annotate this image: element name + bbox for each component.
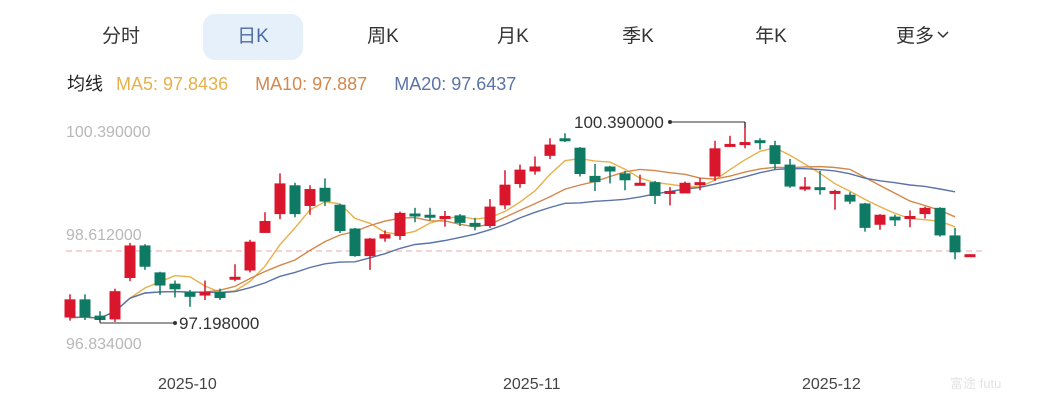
- candle: [814, 170, 826, 195]
- candle: [754, 138, 766, 150]
- candle: [454, 214, 466, 227]
- candle: [169, 280, 181, 298]
- ma5-value: MA5: 97.8436: [116, 74, 229, 94]
- y-tick-max: 100.390000: [66, 124, 151, 141]
- candle: [799, 177, 811, 191]
- candle: [349, 227, 361, 257]
- tab-daily-k[interactable]: 日K: [203, 14, 303, 60]
- candle: [859, 202, 871, 232]
- candle: [709, 140, 721, 181]
- y-tick-min: 96.834000: [66, 336, 142, 353]
- candle: [919, 206, 931, 219]
- tab-quarterly-k[interactable]: 季K: [600, 14, 676, 60]
- tab-label: 月K: [497, 26, 529, 47]
- candle: [424, 207, 436, 221]
- min-price-label: 97.198000: [179, 314, 259, 333]
- candle: [394, 211, 406, 240]
- candle: [604, 165, 616, 184]
- candle: [229, 264, 241, 282]
- tab-label: 周K: [367, 26, 399, 47]
- tab-label: 更多: [895, 26, 934, 47]
- candle: [244, 239, 256, 273]
- candle: [544, 138, 556, 159]
- candle: [259, 212, 271, 233]
- ma-legend: 均线 MA5: 97.8436 MA10: 97.887 MA20: 97.64…: [67, 71, 538, 97]
- candle: [139, 244, 151, 270]
- candle: [874, 214, 886, 230]
- candle: [934, 207, 946, 237]
- candle: [319, 178, 331, 206]
- max-marker: 100.390000: [574, 113, 746, 132]
- candle: [364, 237, 376, 270]
- candle: [499, 170, 511, 210]
- candle: [184, 289, 196, 307]
- watermark: 富途 futu: [950, 376, 1002, 391]
- candle: [574, 147, 586, 177]
- ma10-value: MA10: 97.887: [255, 74, 368, 94]
- candle: [409, 207, 421, 223]
- candle: [829, 189, 841, 210]
- candle: [649, 180, 661, 205]
- candle: [199, 280, 211, 300]
- candle: [844, 192, 856, 205]
- candle: [679, 181, 691, 194]
- tab-more[interactable]: 更多: [872, 14, 972, 60]
- x-tick-dec: 2025-12: [802, 376, 861, 393]
- candle: [214, 288, 226, 300]
- candle: [439, 210, 451, 227]
- ma5-line: [69, 146, 956, 319]
- tab-label: 年K: [755, 26, 787, 47]
- tab-monthly-k[interactable]: 月K: [475, 14, 551, 60]
- candle: [634, 174, 646, 186]
- ma-legend-title: 均线: [67, 74, 103, 94]
- x-tick-nov: 2025-11: [503, 376, 561, 393]
- candle: [379, 230, 391, 242]
- candle: [784, 158, 796, 188]
- tab-label: 季K: [622, 26, 654, 47]
- ma10-line: [69, 165, 956, 319]
- candle: [559, 133, 571, 143]
- tab-label: 分时: [101, 26, 140, 47]
- y-tick-mid: 98.612000: [66, 227, 142, 244]
- period-tabs: 分时 日K 周K 月K 季K 年K 更多: [0, 14, 1050, 60]
- candle: [664, 187, 676, 206]
- candle: [79, 294, 91, 321]
- candle: [724, 135, 736, 148]
- candles: [64, 122, 976, 322]
- candle: [694, 177, 706, 191]
- candle: [514, 164, 526, 188]
- candle: [529, 156, 541, 175]
- candle: [109, 288, 121, 322]
- candle: [769, 140, 781, 169]
- chevron-down-icon: [937, 31, 949, 39]
- candle: [619, 170, 631, 191]
- x-axis-labels: 2025-10 2025-11 2025-12: [158, 376, 861, 393]
- min-marker: 97.198000: [99, 314, 259, 333]
- candle: [289, 182, 301, 218]
- tab-intraday[interactable]: 分时: [85, 14, 157, 60]
- candle: [964, 254, 976, 258]
- candle: [124, 242, 136, 282]
- candle: [154, 271, 166, 295]
- x-tick-oct: 2025-10: [158, 376, 217, 393]
- candle: [334, 204, 346, 233]
- tab-weekly-k[interactable]: 周K: [345, 14, 421, 60]
- candle: [484, 199, 496, 228]
- tab-label: 日K: [237, 26, 269, 47]
- ma20-line: [69, 167, 956, 319]
- candle: [304, 185, 316, 215]
- candle: [904, 210, 916, 228]
- max-price-label: 100.390000: [574, 113, 664, 132]
- candle: [589, 163, 601, 191]
- tab-yearly-k[interactable]: 年K: [733, 14, 809, 60]
- y-axis-labels: 100.390000 98.612000 96.834000: [66, 124, 151, 353]
- candle: [949, 227, 961, 260]
- candle: [64, 294, 76, 321]
- ma20-value: MA20: 97.6437: [394, 74, 517, 94]
- candle: [889, 214, 901, 227]
- candle: [469, 217, 481, 231]
- candle: [274, 173, 286, 220]
